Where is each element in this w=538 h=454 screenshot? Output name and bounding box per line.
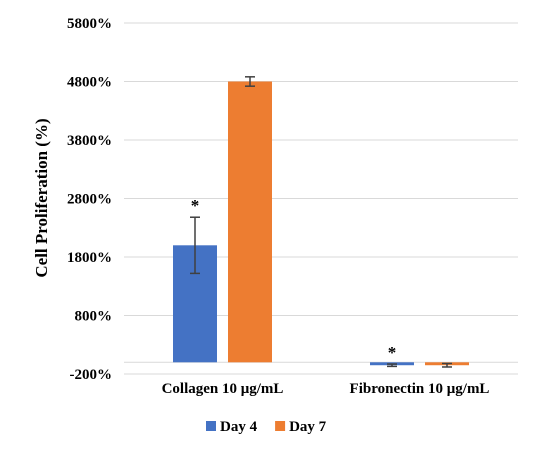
bar-day-7: [228, 81, 272, 363]
bars: **: [173, 76, 469, 368]
x-axis-category-labels: Collagen 10 μg/mL Fibronectin 10 μg/mL: [162, 381, 490, 397]
legend-label: Day 7: [289, 419, 327, 435]
y-tick-label: 5800%: [67, 16, 112, 32]
x-category-label: Fibronectin 10 μg/mL: [350, 381, 490, 397]
y-axis-label: Cell Proliferation (%): [32, 118, 51, 277]
y-tick-label: 800%: [75, 309, 113, 325]
legend-swatch: [206, 421, 216, 431]
legend: Day 4 Day 7: [206, 419, 327, 435]
y-tick-label: 1800%: [67, 250, 112, 266]
y-axis-tick-labels: -200% 800% 1800% 2800% 3800% 4800% 5800%: [67, 16, 112, 383]
x-category-label: Collagen 10 μg/mL: [162, 381, 284, 397]
legend-label: Day 4: [220, 419, 258, 435]
significance-marker: *: [191, 196, 200, 215]
y-tick-label: 4800%: [67, 75, 112, 91]
y-tick-label: 3800%: [67, 133, 112, 149]
significance-marker: *: [388, 343, 397, 362]
y-tick-label: -200%: [70, 367, 113, 383]
legend-swatch: [275, 421, 286, 431]
y-tick-label: 2800%: [67, 192, 112, 208]
